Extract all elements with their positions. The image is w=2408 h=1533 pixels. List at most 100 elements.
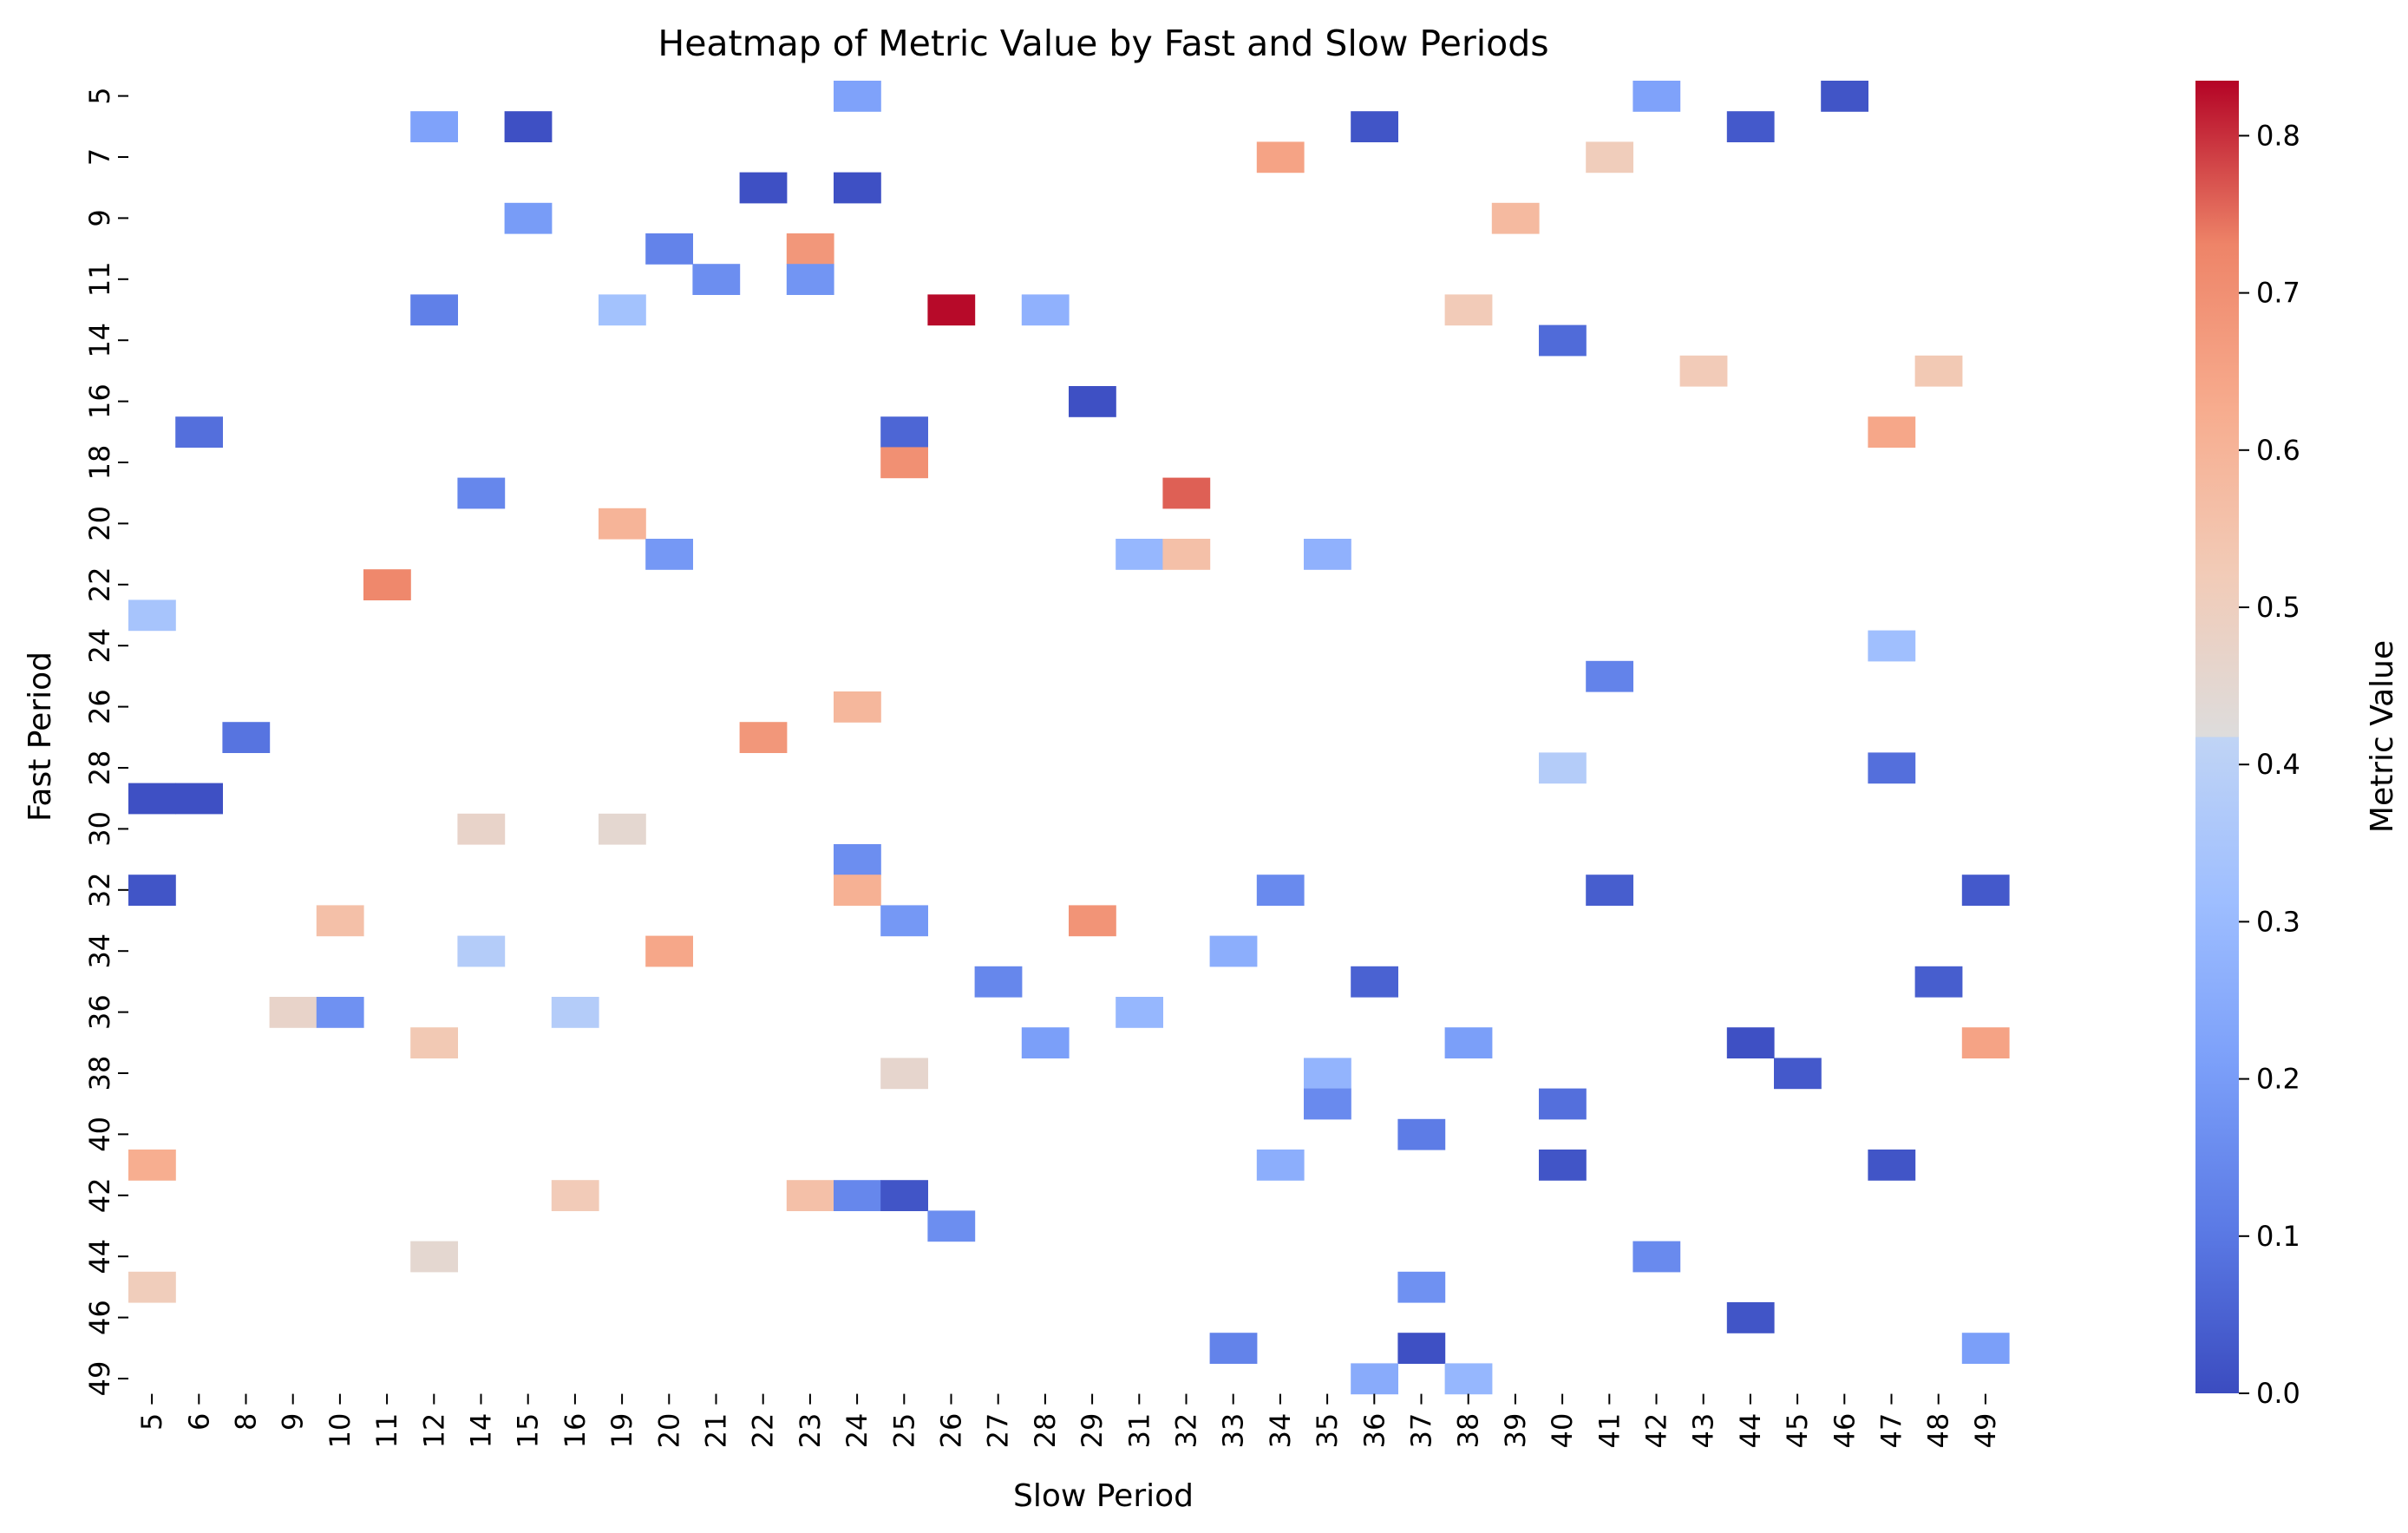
x-tick-label: 5 (135, 1413, 168, 1431)
x-tick-label: 40 (1546, 1413, 1579, 1449)
heatmap-cell (645, 539, 693, 570)
heatmap-cell (880, 1058, 928, 1090)
heatmap-cell (1914, 355, 1963, 387)
y-tick-label: 28 (83, 750, 116, 786)
y-tick-label: 36 (83, 994, 116, 1030)
heatmap-cell (128, 599, 176, 632)
heatmap-cell (410, 111, 458, 142)
colorbar-tick-label: 0.1 (2256, 1220, 2300, 1253)
heatmap-cell (599, 294, 646, 326)
heatmap-cell (1726, 1027, 1775, 1058)
x-tick-label: 46 (1828, 1413, 1861, 1449)
y-tick-label: 22 (83, 567, 116, 602)
heatmap-cell (1961, 875, 2010, 906)
x-tick-label: 45 (1781, 1413, 1814, 1449)
colorbar-tick-label: 0.8 (2256, 119, 2300, 152)
heatmap-cell (739, 722, 788, 753)
y-tick-label: 26 (83, 689, 116, 724)
heatmap-cell (1021, 294, 1070, 326)
heatmap-cell (927, 294, 976, 326)
heatmap-cell (504, 111, 553, 142)
y-tick-label: 32 (83, 872, 116, 907)
x-tick-label: 41 (1593, 1413, 1626, 1449)
x-tick-label: 44 (1734, 1413, 1767, 1449)
heatmap-cell (1821, 81, 1868, 112)
y-tick-label: 34 (83, 934, 116, 969)
heatmap-cell (599, 508, 646, 540)
heatmap-cell (739, 172, 788, 204)
heatmap-cell (128, 783, 176, 815)
heatmap-cell (1539, 1088, 1587, 1120)
heatmap-cell (363, 569, 411, 600)
x-tick-label: 36 (1358, 1413, 1390, 1449)
x-tick-label: 14 (465, 1413, 498, 1449)
y-tick-label: 5 (83, 87, 116, 104)
heatmap-cell (834, 1180, 881, 1211)
heatmap-cell (1868, 630, 1916, 662)
heatmap-cell (1304, 1088, 1351, 1120)
heatmap-cell (1444, 1027, 1493, 1058)
y-tick-label: 7 (83, 148, 116, 166)
heatmap-cell (1914, 966, 1963, 998)
heatmap-cell (269, 997, 317, 1028)
heatmap-cell (457, 477, 506, 509)
y-tick-label: 9 (83, 209, 116, 226)
heatmap-cells (128, 81, 2010, 1395)
x-tick-label: 16 (559, 1413, 592, 1449)
y-tick-label: 24 (83, 628, 116, 664)
heatmap-cell (1351, 1363, 1398, 1395)
heatmap-cell (1162, 539, 1211, 570)
heatmap-cell (410, 294, 458, 326)
heatmap-cell (1633, 81, 1681, 112)
heatmap-cell (1868, 416, 1916, 448)
heatmap-cell (410, 1241, 458, 1273)
y-axis-ticks: 5 7 9 11 14 16 18 20 22 24 26 28 30 32 34 36 38 40 42 44 46 4… (83, 87, 128, 1396)
heatmap-cell (1586, 141, 1633, 174)
heatmap-cell (1539, 752, 1587, 784)
heatmap-cell (1351, 966, 1398, 998)
y-tick-label: 46 (83, 1300, 116, 1335)
heatmap-cell (551, 1180, 599, 1211)
x-tick-label: 8 (230, 1413, 263, 1431)
heatmap-cell (128, 1150, 176, 1181)
heatmap-cell (834, 172, 881, 204)
colorbar-tick-label: 0.7 (2256, 277, 2300, 310)
heatmap-cell (1539, 324, 1587, 357)
heatmap-cell (1868, 1150, 1916, 1181)
heatmap-cell (834, 844, 881, 875)
heatmap-cell (1397, 1118, 1446, 1150)
heatmap-cell (410, 1027, 458, 1058)
x-tick-label: 6 (182, 1413, 215, 1431)
x-tick-label: 23 (794, 1413, 827, 1449)
x-tick-label: 15 (512, 1413, 545, 1449)
heatmap-cell (1162, 477, 1211, 509)
heatmap-cell (457, 935, 506, 967)
y-tick-label: 44 (83, 1239, 116, 1274)
x-tick-label: 39 (1499, 1413, 1532, 1449)
heatmap-cell (1209, 935, 1258, 967)
x-tick-label: 11 (370, 1413, 403, 1449)
heatmap-cell (692, 264, 741, 295)
x-tick-label: 24 (841, 1413, 874, 1449)
x-tick-label: 43 (1687, 1413, 1720, 1449)
chart-title: Heatmap of Metric Value by Fast and Slow… (658, 23, 1548, 64)
heatmap-cell (599, 813, 646, 845)
heatmap-cell (1397, 1333, 1446, 1364)
x-tick-label: 37 (1405, 1413, 1438, 1449)
heatmap-cell (1256, 875, 1305, 906)
heatmap-cell (222, 722, 271, 753)
colorbar-tick-label: 0.2 (2256, 1063, 2300, 1096)
y-tick-label: 49 (83, 1361, 116, 1397)
heatmap-cell (175, 416, 223, 448)
x-tick-label: 9 (277, 1413, 310, 1431)
x-tick-label: 27 (982, 1413, 1015, 1449)
x-tick-label: 20 (652, 1413, 685, 1449)
heatmap-cell (880, 905, 928, 937)
x-tick-label: 48 (1922, 1413, 1955, 1449)
heatmap-cell (834, 875, 881, 906)
heatmap-cell (1961, 1027, 2010, 1058)
heatmap-cell (1491, 202, 1540, 234)
x-tick-label: 25 (887, 1413, 920, 1449)
heatmap-cell (1539, 1150, 1587, 1181)
y-tick-label: 40 (83, 1117, 116, 1152)
